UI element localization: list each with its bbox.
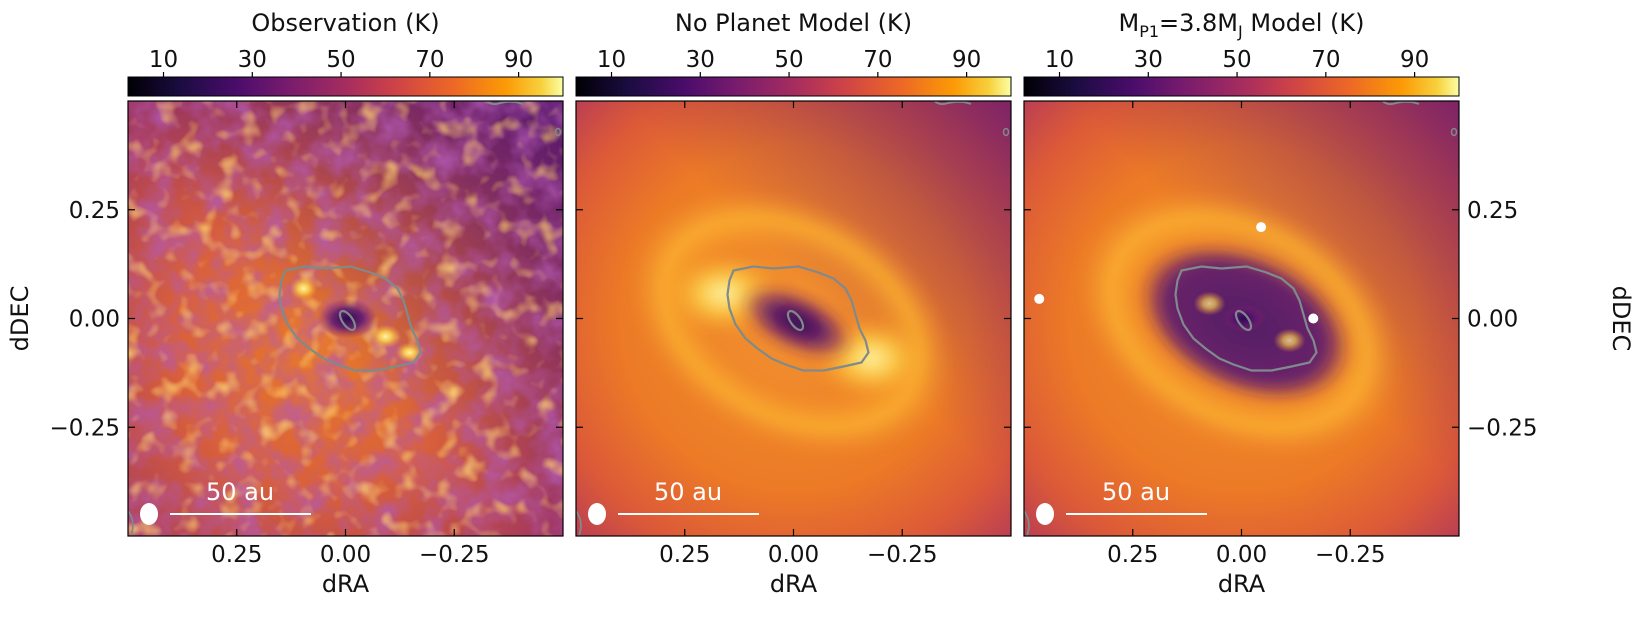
panel-title-part: M — [1118, 9, 1139, 37]
colorbar-tick-label: 90 — [952, 47, 981, 73]
panel-title-part: =3.8M — [1159, 9, 1238, 37]
colorbar — [127, 76, 564, 97]
colorbar-tick-label: 70 — [863, 47, 892, 73]
x-axis-label: dRA — [322, 570, 370, 598]
colorbar-tick-label: 30 — [238, 47, 267, 73]
x-tick-label: −0.25 — [867, 542, 937, 568]
contour-outer — [726, 265, 870, 372]
contour-edge-dot — [1002, 127, 1010, 137]
colorbar-tick-label: 50 — [326, 47, 355, 73]
contour-outer — [278, 265, 422, 372]
colorbar-tick-label: 30 — [1134, 47, 1163, 73]
x-tick-label: 0.25 — [211, 542, 262, 568]
y-tick-label: 0.25 — [1467, 198, 1518, 224]
panel-title: MP1=3.8MJ Model (K) — [1118, 9, 1364, 41]
planet-marker — [1256, 222, 1267, 233]
colorbar — [1023, 76, 1460, 97]
colorbar-tick-label: 50 — [774, 47, 803, 73]
y-tick-label: −0.25 — [50, 415, 120, 441]
y-axis-label: dDEC — [1607, 286, 1635, 352]
contour-outer — [1174, 265, 1318, 372]
scale-bar-label: 50 au — [654, 478, 722, 506]
panel-3: 50 au 0.25 0.00 −0.25 dRA 0.25 0.00 −0.25 dDEC 10… — [1023, 9, 1635, 598]
scale-bar-label: 50 au — [1102, 478, 1170, 506]
x-axis-label: dRA — [1218, 570, 1266, 598]
beam-ellipse — [140, 503, 158, 525]
x-tick-label: 0.25 — [659, 542, 710, 568]
x-axis-label: dRA — [770, 570, 818, 598]
colorbar-tick-label: 10 — [597, 47, 626, 73]
contour-corner — [128, 510, 134, 536]
contour-inner — [1234, 309, 1253, 332]
y-tick-label: 0.00 — [69, 307, 120, 333]
colorbar-tick-label: 70 — [415, 47, 444, 73]
x-tick-label: −0.25 — [1315, 542, 1385, 568]
heatmap-image: 50 au — [1024, 101, 1459, 536]
x-tick-label: 0.00 — [768, 542, 819, 568]
heatmap-image: 50 au — [128, 101, 563, 536]
colorbar-tick-label: 10 — [1045, 47, 1074, 73]
colorbar-tick-label: 90 — [504, 47, 533, 73]
x-tick-label: 0.00 — [1216, 542, 1267, 568]
y-axis-label: dDEC — [6, 286, 34, 352]
contour-edge-dot — [1450, 127, 1458, 137]
colorbar-tick-label: 90 — [1400, 47, 1429, 73]
panel-title-part: Model (K) — [1243, 9, 1365, 37]
colorbar-tick-label: 70 — [1311, 47, 1340, 73]
beam-ellipse — [1036, 503, 1054, 525]
scale-bar-label: 50 au — [206, 478, 274, 506]
colorbar-tick-label: 30 — [686, 47, 715, 73]
panel-title: No Planet Model (K) — [675, 9, 912, 37]
x-tick-label: −0.25 — [419, 542, 489, 568]
contour-inner — [786, 309, 805, 332]
beam-ellipse — [588, 503, 606, 525]
y-tick-label: 0.00 — [1467, 307, 1518, 333]
panel-2: 50 au 0.25 0.00 −0.25 dRA 10 30 50 70 90 No Planet… — [575, 9, 1012, 598]
x-tick-label: 0.00 — [320, 542, 371, 568]
panel-title: Observation (K) — [251, 9, 439, 37]
contour-corner — [1024, 510, 1030, 536]
x-tick-label: 0.25 — [1107, 542, 1158, 568]
contour-edge-dot — [554, 127, 562, 137]
panel-1: 50 au 0.25 0.00 −0.25 dRA 0.25 0.00 −0.25 dDEC 10… — [6, 9, 564, 598]
colorbar — [575, 76, 1012, 97]
colorbar-tick-label: 50 — [1222, 47, 1251, 73]
contour-corner — [576, 510, 582, 536]
contour-inner — [338, 309, 357, 332]
panel-title-part: P1 — [1139, 22, 1159, 41]
y-tick-label: −0.25 — [1467, 415, 1537, 441]
heatmap-image: 50 au — [576, 101, 1011, 536]
planet-marker — [1034, 293, 1045, 304]
colorbar-tick-label: 10 — [149, 47, 178, 73]
y-tick-label: 0.25 — [69, 198, 120, 224]
panel-title-part: J — [1237, 22, 1243, 41]
planet-marker — [1308, 313, 1319, 324]
